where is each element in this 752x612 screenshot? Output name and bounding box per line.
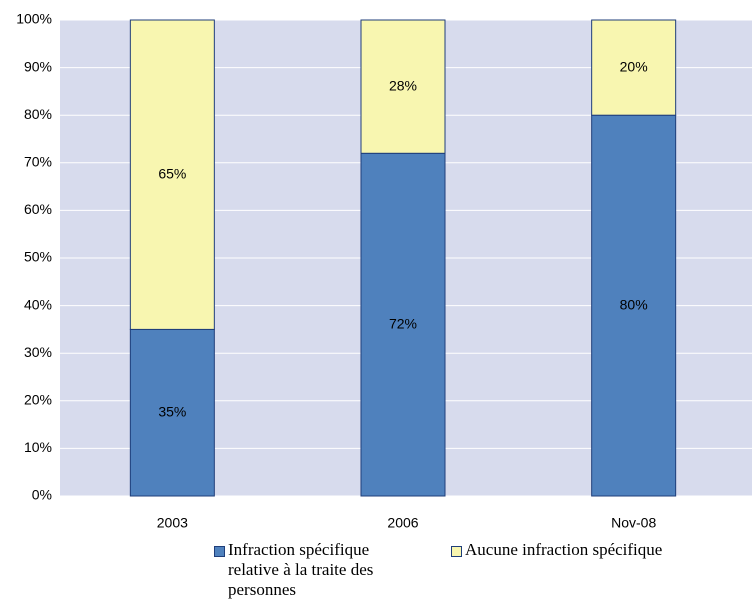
bar-segment [591, 114, 677, 497]
data-label: 80% [620, 296, 648, 312]
chart: 0% 10% 20% 30% 40% 50% 60% 70% 80% 90% 100% 2003 35%… [16, 11, 752, 530]
y-tick-label: 30% [24, 344, 52, 360]
x-tick-label: Nov-08 [611, 515, 656, 530]
bar-segment [360, 152, 446, 497]
y-tick-label: 50% [24, 249, 52, 265]
y-tick-label: 90% [24, 58, 52, 74]
legend-item: Infraction spécifique relative à la trai… [214, 540, 414, 600]
legend-swatch [451, 546, 462, 557]
y-tick-label: 80% [24, 106, 52, 122]
bar-segment [129, 19, 215, 330]
data-label: 65% [158, 165, 186, 181]
x-tick-label: 2006 [387, 515, 418, 530]
y-tick-label: 10% [24, 439, 52, 455]
y-tick-label: 0% [32, 487, 52, 503]
legend-label: Infraction spécifique relative à la trai… [228, 540, 374, 599]
x-tick-label: 2003 [157, 515, 188, 530]
data-label: 20% [620, 58, 648, 74]
y-tick-label: 70% [24, 154, 52, 170]
data-label: 72% [389, 315, 417, 331]
y-tick-label: 20% [24, 392, 52, 408]
legend-label: Aucune infraction spécifique [465, 540, 663, 559]
legend-swatch [214, 546, 225, 557]
y-tick-label: 40% [24, 296, 52, 312]
data-label: 35% [158, 403, 186, 419]
y-tick-label: 60% [24, 201, 52, 217]
bar-segment [591, 19, 677, 116]
bar-segment [129, 328, 215, 497]
bar-segment [360, 19, 446, 154]
legend-item: Aucune infraction spécifique [451, 540, 751, 560]
y-tick-label: 100% [16, 11, 52, 27]
data-label: 28% [389, 77, 417, 93]
